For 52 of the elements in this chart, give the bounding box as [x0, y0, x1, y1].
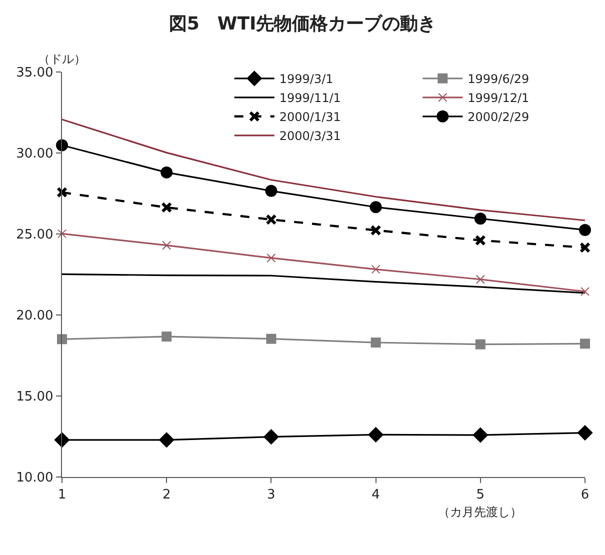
legend-label: 1999/11/1	[279, 91, 341, 106]
y-tick-label: 25.00	[16, 228, 54, 243]
x-axis-title: （カ月先渡し）	[438, 505, 522, 519]
point	[371, 264, 380, 274]
point	[56, 139, 68, 152]
point	[160, 166, 173, 178]
point	[56, 186, 68, 198]
y-tick-label: 10.00	[16, 470, 54, 486]
point	[266, 334, 276, 344]
point	[476, 274, 485, 284]
point	[265, 184, 278, 197]
line-series	[62, 273, 585, 294]
legend-label: 1999/12/1	[468, 91, 530, 106]
point	[474, 212, 486, 225]
chart-title: 図5 WTI先物価格カーブの動き	[168, 13, 436, 34]
x-tick-label: 4	[372, 488, 380, 503]
point	[472, 427, 488, 443]
x-tick-label: 3	[267, 488, 276, 503]
x-tick-label: 6	[580, 488, 590, 503]
point	[370, 338, 381, 348]
x-tick-label: 2	[162, 488, 171, 503]
y-tick-label: 15.00	[16, 390, 54, 405]
point	[474, 234, 486, 246]
point	[577, 424, 593, 441]
point	[370, 224, 382, 236]
point	[162, 240, 172, 250]
y-tick-label: 30.00	[16, 146, 54, 162]
x-tick-label: 5	[476, 488, 485, 503]
x-tick-label: 1	[58, 488, 66, 503]
point	[368, 426, 384, 443]
point	[580, 287, 590, 296]
legend-label: 2000/1/31	[279, 110, 341, 124]
legend-label: 1999/3/1	[279, 72, 334, 86]
y-tick-label: 20.00	[16, 308, 54, 324]
point	[266, 253, 276, 262]
point	[370, 201, 382, 214]
point	[263, 429, 279, 445]
point	[57, 334, 67, 344]
point	[580, 338, 590, 349]
legend-label: 1999/6/29	[468, 72, 530, 86]
point	[162, 332, 172, 342]
point	[58, 229, 66, 238]
point	[475, 339, 486, 350]
y-axis-title: （ドル）	[38, 52, 86, 66]
point	[580, 242, 590, 254]
point	[579, 224, 591, 236]
point	[266, 214, 277, 226]
point	[161, 202, 172, 213]
legend-label: 2000/2/29	[468, 110, 530, 124]
y-tick-label: 35.00	[16, 66, 54, 81]
legend-label: 2000/3/31	[279, 129, 341, 144]
point	[158, 432, 174, 448]
